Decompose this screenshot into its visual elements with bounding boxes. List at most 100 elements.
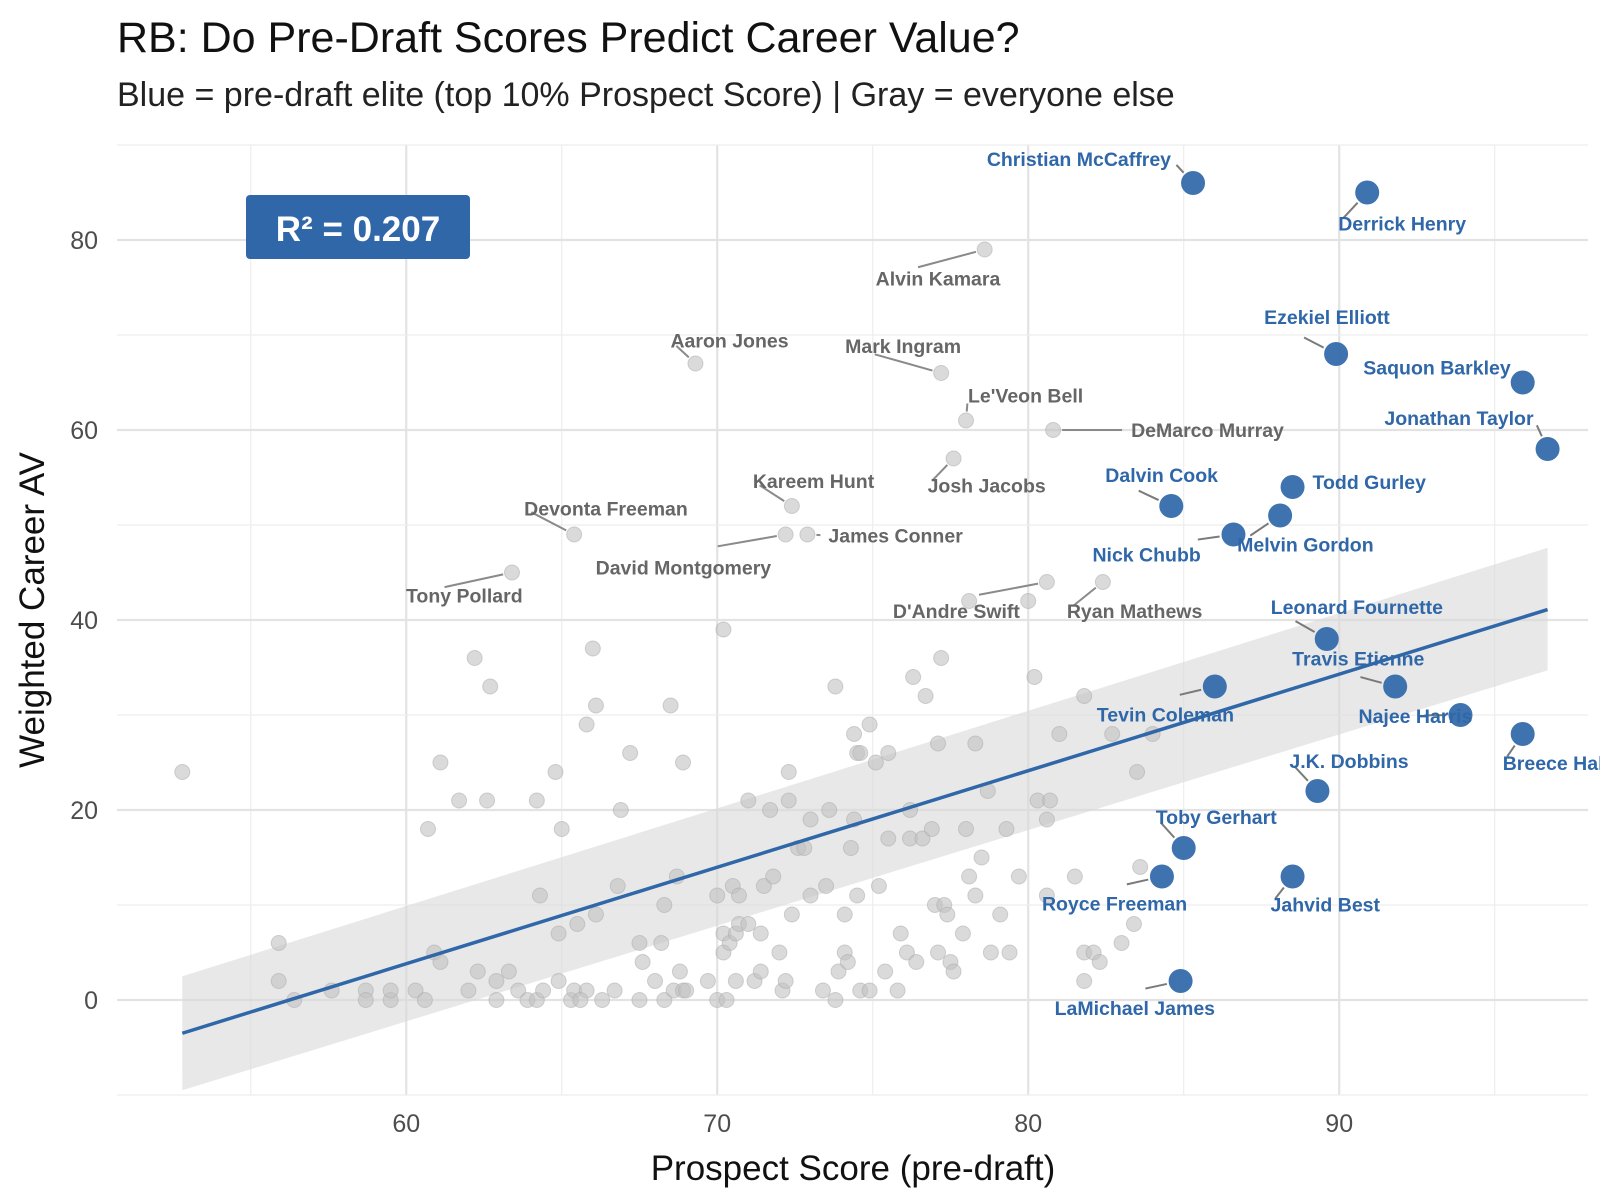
other-point: [432, 954, 449, 970]
other-point: [930, 735, 947, 752]
elite-point-j-k-dobbins: [1305, 779, 1330, 803]
r-squared-text: R² = 0.207: [276, 210, 440, 249]
leader-line-j-k-dobbins: [1294, 766, 1309, 782]
point-label-tony-pollard: Tony Pollard: [406, 586, 523, 608]
other-point: [675, 754, 692, 771]
other-point-tony-pollard: [503, 564, 520, 581]
other-point: [998, 821, 1015, 837]
point-label-ezekiel-elliott: Ezekiel Elliott: [1264, 307, 1390, 329]
other-point: [861, 716, 878, 733]
other-point: [780, 792, 797, 809]
other-point: [479, 792, 496, 809]
leader-line-aaron-jones: [675, 345, 690, 359]
other-point: [662, 697, 679, 714]
x-tick-label: 90: [1325, 1110, 1353, 1138]
leader-line-toby-gerhart: [1160, 822, 1176, 839]
point-label-nick-chubb: Nick Chubb: [1092, 545, 1200, 567]
other-point: [671, 963, 688, 980]
elite-point-leonard-fournette: [1314, 627, 1339, 651]
y-tick-label: 60: [70, 417, 98, 445]
leader-line-breece-hall: [1506, 744, 1516, 757]
other-point: [892, 925, 909, 942]
elite-point-dalvin-cook: [1159, 494, 1184, 518]
point-label-le-veon-bell: Le'Veon Bell: [968, 386, 1083, 408]
elite-point-travis-etienne: [1383, 674, 1408, 699]
leader-line-jahvid-best: [1274, 886, 1285, 899]
other-point-d-andre-swift: [1038, 574, 1055, 590]
other-point: [647, 973, 664, 989]
x-tick-label: 80: [1014, 1110, 1042, 1138]
other-point: [914, 830, 931, 847]
other-point: [578, 716, 595, 733]
other-point: [1129, 764, 1146, 780]
other-point: [1038, 811, 1055, 828]
point-label-dalvin-cook: Dalvin Cook: [1105, 465, 1218, 487]
leader-line-christian-mccaffrey: [1175, 164, 1185, 174]
other-point: [992, 906, 1009, 923]
leader-line-josh-jacobs: [932, 464, 949, 481]
other-point: [802, 811, 819, 828]
other-point: [827, 992, 844, 1008]
other-point: [727, 973, 744, 989]
other-point: [1026, 669, 1043, 685]
other-point: [961, 868, 978, 885]
other-point: [631, 992, 648, 1008]
point-label-breece-hall: Breece Hall: [1503, 753, 1600, 775]
point-label-d-andre-swift: D'Andre Swift: [893, 601, 1021, 623]
other-point: [954, 925, 971, 942]
point-label-tevin-coleman: Tevin Coleman: [1097, 705, 1234, 727]
other-point: [535, 982, 552, 999]
point-label-alvin-kamara: Alvin Kamara: [876, 269, 1001, 291]
elite-point-todd-gurley: [1280, 475, 1305, 499]
other-point: [488, 973, 505, 989]
other-point: [861, 982, 878, 999]
other-point: [653, 935, 670, 951]
point-label-j-k-dobbins: J.K. Dobbins: [1289, 751, 1408, 773]
other-point: [889, 982, 906, 999]
other-point: [547, 764, 564, 780]
elite-point-jonathan-taylor: [1535, 437, 1560, 461]
y-tick-label: 0: [84, 987, 98, 1015]
leader-line-tevin-coleman: [1179, 688, 1202, 696]
y-tick-label: 80: [70, 227, 98, 255]
point-label-travis-etienne: Travis Etienne: [1292, 649, 1424, 671]
other-point: [870, 878, 887, 894]
leader-line-d-andre-swift: [978, 582, 1039, 596]
other-point: [930, 944, 947, 961]
other-point: [1051, 726, 1068, 742]
other-point: [740, 792, 757, 809]
other-point: [1104, 726, 1121, 742]
leader-line-ezekiel-elliott: [1303, 336, 1325, 349]
other-point: [830, 963, 847, 980]
point-label-devonta-freeman: Devonta Freeman: [524, 499, 688, 521]
other-point: [416, 992, 433, 1008]
leader-line-kareem-hunt: [759, 484, 785, 502]
elite-point-melvin-gordon: [1268, 503, 1293, 528]
other-point-ryan-mathews: [1094, 574, 1111, 590]
other-point: [553, 821, 570, 837]
point-labels-layer: Alvin Kamara Aaron Jones Mark Ingram Le'Veo…: [406, 149, 1600, 1020]
other-point: [466, 650, 483, 666]
elite-point-christian-mccaffrey: [1181, 171, 1206, 195]
other-point: [678, 982, 695, 999]
point-label-josh-jacobs: Josh Jacobs: [928, 476, 1046, 498]
other-point: [777, 973, 794, 989]
r-squared-box: [246, 195, 470, 259]
other-point: [469, 963, 486, 980]
other-point: [961, 593, 978, 609]
other-point: [612, 802, 629, 818]
other-point: [1076, 973, 1093, 989]
other-point: [569, 916, 586, 932]
other-point: [814, 982, 831, 999]
y-tick-label: 40: [70, 607, 98, 635]
elite-point-toby-gerhart: [1171, 836, 1196, 860]
other-point: [656, 897, 673, 913]
leader-line-le-veon-bell: [965, 403, 969, 412]
point-label-mark-ingram: Mark Ingram: [845, 336, 961, 358]
other-point: [827, 678, 844, 695]
leader-line-tony-pollard: [444, 573, 504, 589]
other-point: [1066, 868, 1083, 885]
other-point: [510, 982, 527, 999]
other-point: [1132, 859, 1149, 875]
other-point: [836, 906, 853, 923]
